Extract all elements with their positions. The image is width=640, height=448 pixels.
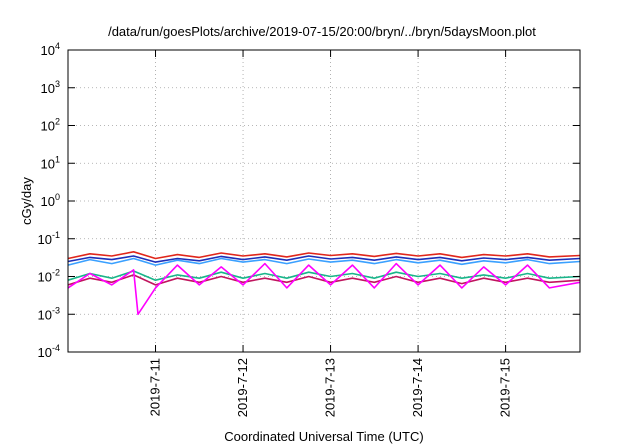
y-axis-label: cGy/day	[19, 177, 34, 225]
x-tick-label: 2019-7-11	[148, 358, 163, 416]
series-line-3	[67, 257, 581, 266]
x-tick-label: 2019-7-15	[498, 358, 513, 417]
ticks: 10-4 10-3 10-2 10-1 100 101 102 103 104 2019-7-11…	[38, 41, 580, 417]
y-tick-label: 10-2	[38, 268, 60, 285]
chart-title: /data/run/goesPlots/archive/2019-07-15/2…	[108, 24, 536, 39]
y-tick-label: 101	[41, 154, 60, 171]
x-tick-label: 2019-7-14	[410, 358, 425, 417]
y-tick-label: 10-3	[38, 305, 60, 322]
x-tick-label: 2019-7-12	[235, 358, 250, 417]
x-tick-label: 2019-7-13	[323, 358, 338, 417]
x-axis-label: Coordinated Universal Time (UTC)	[224, 429, 423, 444]
y-tick-label: 100	[41, 192, 60, 209]
y-tick-label: 104	[41, 41, 60, 58]
y-tick-label: 102	[41, 117, 60, 134]
series-line-6	[67, 262, 581, 316]
series-line-1	[67, 251, 581, 260]
series-layer	[67, 251, 581, 316]
grid	[68, 50, 580, 352]
y-tick-label: 10-1	[38, 230, 60, 247]
series-line-2	[67, 255, 581, 263]
y-tick-label: 103	[41, 79, 60, 96]
y-tick-label: 10-4	[38, 343, 60, 360]
series-line-5	[67, 274, 581, 286]
